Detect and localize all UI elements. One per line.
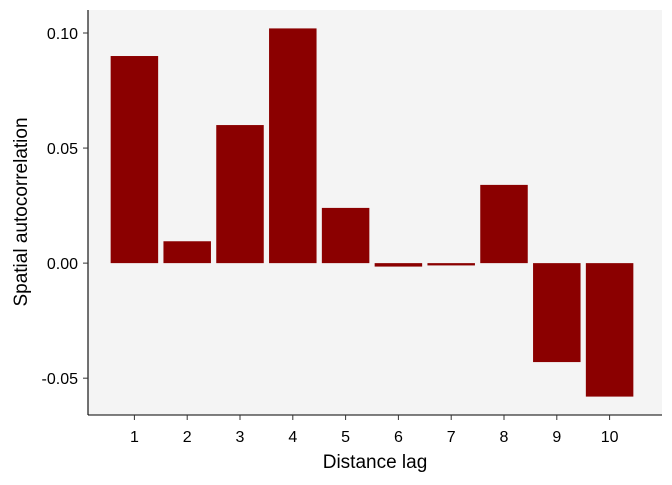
x-tick-label: 8 (500, 429, 509, 446)
x-tick-label: 1 (130, 429, 139, 446)
y-tick-label: -0.05 (42, 371, 79, 388)
x-tick-label: 2 (183, 429, 192, 446)
bar-lag-5 (321, 207, 370, 264)
bar-lag-3 (216, 125, 264, 264)
x-tick-label: 10 (601, 429, 619, 446)
y-axis-ticks: -0.05 0.00 0.05 0.10 (42, 26, 88, 388)
x-tick-label: 4 (288, 429, 297, 446)
y-axis-title: Spatial autocorrelation (11, 117, 32, 306)
bar-lag-10 (585, 263, 634, 397)
bars-group (110, 28, 634, 397)
x-tick-label: 6 (394, 429, 403, 446)
bar-lag-2 (163, 241, 211, 264)
y-tick-label: 0.05 (47, 141, 78, 158)
bar-lag-7 (427, 263, 475, 266)
x-tick-label: 5 (341, 429, 350, 446)
x-axis-title: Distance lag (323, 452, 428, 473)
bar-lag-9 (533, 263, 581, 363)
bar-lag-4 (269, 28, 317, 264)
bar-lag-6 (374, 263, 423, 267)
x-axis-ticks: 1 2 3 4 5 6 7 8 9 10 (130, 415, 619, 446)
bar-lag-8 (480, 184, 528, 264)
y-tick-label: 0.10 (47, 26, 78, 43)
x-tick-label: 9 (552, 429, 561, 446)
x-tick-label: 3 (236, 429, 245, 446)
bar-lag-1 (110, 56, 159, 264)
y-tick-label: 0.00 (47, 256, 78, 273)
x-tick-label: 7 (447, 429, 456, 446)
